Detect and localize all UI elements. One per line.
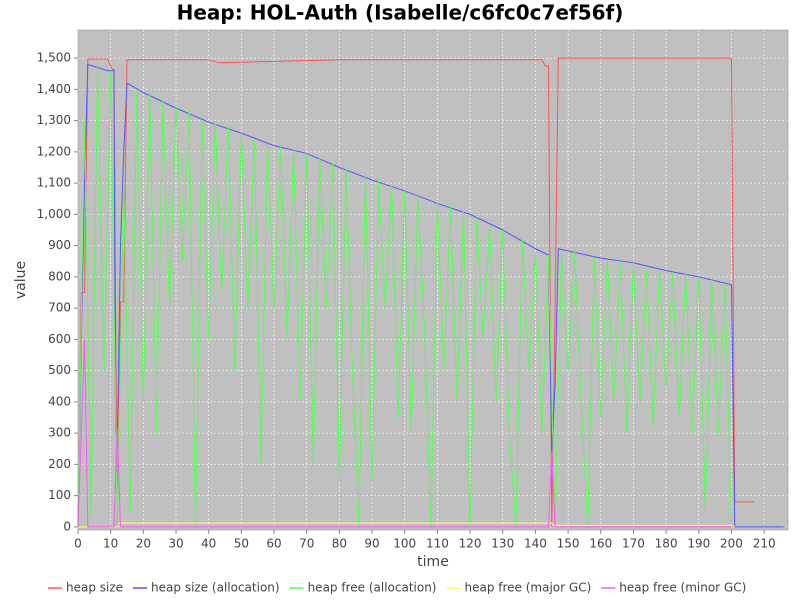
legend-label: heap free (allocation) [308, 581, 437, 595]
x-tick-label: 70 [299, 537, 314, 551]
y-tick-label: 900 [48, 238, 71, 252]
y-tick-label: 500 [48, 363, 71, 377]
y-tick-label: 1,500 [37, 51, 71, 65]
plot-area [78, 30, 788, 530]
legend-label: heap size [66, 581, 123, 595]
legend-label: heap free (minor GC) [619, 581, 746, 595]
y-tick-label: 800 [48, 269, 71, 283]
y-tick-label: 1,000 [37, 207, 71, 221]
legend-label: heap size (allocation) [151, 581, 280, 595]
x-tick-label: 40 [201, 537, 216, 551]
x-tick-label: 120 [459, 537, 482, 551]
x-tick-label: 130 [491, 537, 514, 551]
y-tick-label: 1,300 [37, 113, 71, 127]
plot-border [77, 29, 789, 531]
x-tick-label: 200 [720, 537, 743, 551]
series-line [77, 67, 732, 527]
x-tick-label: 100 [393, 537, 416, 551]
y-tick-label: 600 [48, 332, 71, 346]
x-tick-label: 10 [103, 537, 118, 551]
y-axis-label: value [13, 261, 29, 299]
x-tick-label: 20 [136, 537, 151, 551]
series-line [77, 339, 732, 528]
x-axis-label: time [417, 554, 449, 570]
y-tick-label: 1,400 [37, 82, 71, 96]
y-tick-label: 200 [48, 457, 71, 471]
x-tick-label: 210 [753, 537, 776, 551]
x-tick-label: 90 [364, 537, 379, 551]
series-line [77, 63, 784, 528]
x-tick-label: 150 [557, 537, 580, 551]
x-tick-label: 80 [332, 537, 347, 551]
y-tick-label: 1,200 [37, 144, 71, 158]
x-tick-label: 110 [426, 537, 449, 551]
y-tick-label: 700 [48, 301, 71, 315]
x-tick-label: 0 [74, 537, 82, 551]
y-tick-label: 100 [48, 488, 71, 502]
series-line [78, 522, 735, 528]
y-tick-label: 0 [63, 519, 71, 533]
x-tick-label: 140 [524, 537, 547, 551]
y-tick-label: 1,100 [37, 176, 71, 190]
x-tick-label: 60 [266, 537, 281, 551]
x-tick-label: 190 [687, 537, 710, 551]
y-tick-label: 300 [48, 426, 71, 440]
y-tick-label: 400 [48, 394, 71, 408]
chart-title: Heap: HOL-Auth (Isabelle/c6fc0c7ef56f) [177, 1, 624, 25]
x-tick-label: 170 [622, 537, 645, 551]
x-tick-label: 30 [168, 537, 183, 551]
legend-label: heap free (major GC) [465, 581, 592, 595]
series-line [77, 57, 755, 527]
x-tick-label: 160 [589, 537, 612, 551]
x-tick-label: 50 [234, 537, 249, 551]
x-tick-label: 180 [655, 537, 678, 551]
